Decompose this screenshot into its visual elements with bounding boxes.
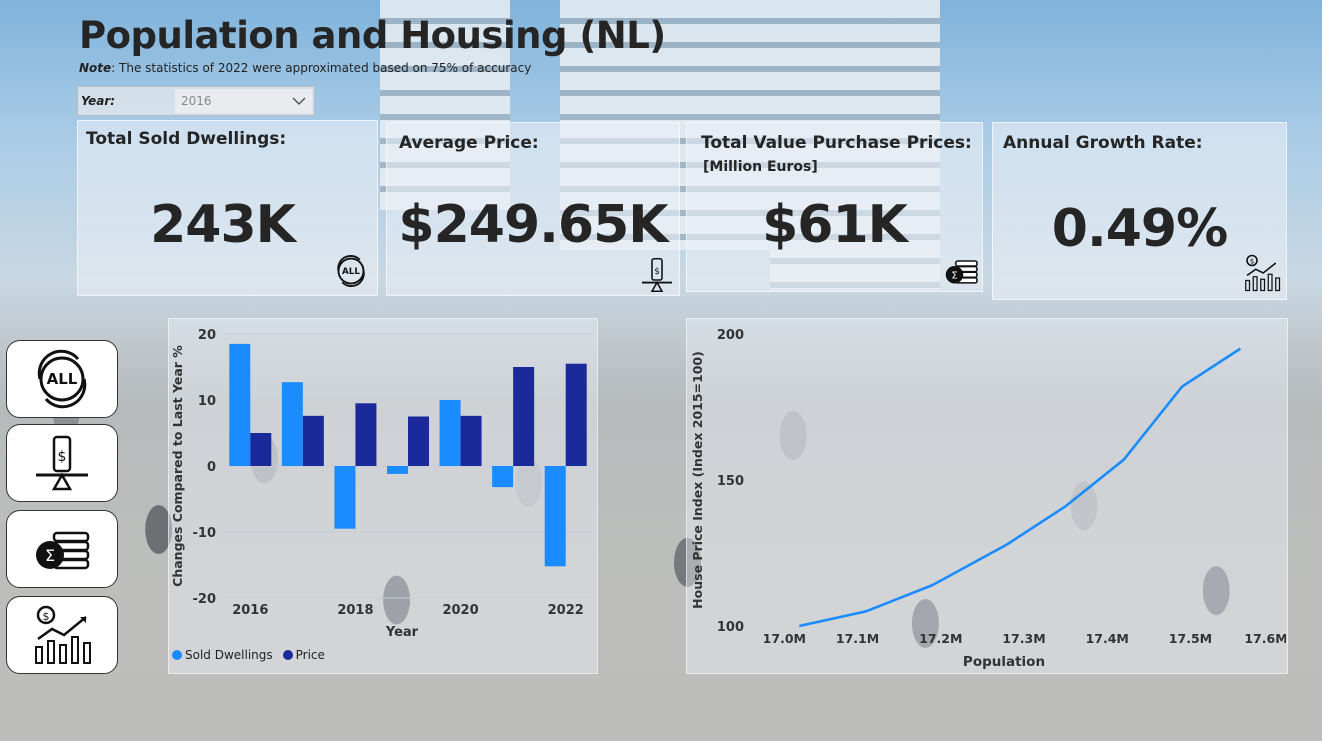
chevron-down-icon: [292, 97, 306, 106]
x-tick-label: 2020: [442, 603, 478, 618]
svg-text:ALL: ALL: [342, 267, 360, 277]
kpi-value: $249.65K: [398, 195, 668, 255]
legend-item-sold: Sold Dwellings: [172, 648, 273, 662]
y-axis-title: Changes Compared to Last Year %: [170, 345, 185, 587]
nav-button-total-value[interactable]: Σ: [6, 510, 118, 588]
svg-text:Σ: Σ: [951, 271, 957, 282]
x-tick-label: 17.2M: [919, 631, 962, 646]
y-axis-title: House Price Index (Index 2015=100): [690, 351, 705, 609]
y-tick-label: -20: [193, 592, 217, 607]
y-tick-label: 20: [198, 328, 216, 343]
bar-sold: [387, 466, 408, 474]
kpi-value: $61K: [762, 195, 908, 255]
svg-text:ALL: ALL: [47, 370, 78, 388]
kpi-card-average-price: Average Price: $249.65K $: [386, 122, 680, 296]
bar-price: [355, 403, 377, 466]
kpi-label: Total Value Purchase Prices:: [701, 133, 972, 153]
x-tick-label: 2022: [548, 603, 584, 618]
page-note: Note: The statistics of 2022 were approx…: [79, 61, 532, 75]
kpi-value: 243K: [150, 195, 296, 255]
all-icon: ALL: [337, 255, 365, 287]
page-title: Population and Housing (NL): [79, 14, 666, 57]
x-tick-label: 17.6M: [1244, 631, 1286, 646]
svg-text:Σ: Σ: [45, 546, 55, 565]
legend-dot-price: [282, 650, 293, 660]
bar-price: [513, 367, 535, 466]
bar-sold: [439, 400, 461, 466]
year-slicer[interactable]: Year: 2016: [77, 86, 315, 116]
bar-sold: [229, 343, 251, 466]
svg-text:$: $: [1250, 258, 1254, 266]
x-tick-label: 2016: [232, 603, 268, 618]
year-dropdown[interactable]: 2016: [175, 89, 312, 113]
y-tick-label: 200: [717, 328, 744, 343]
bar-chart: 20 10 0 -10 -20 2016 2018 2020 2022 Year Changes C…: [170, 328, 592, 640]
kpi-card-total-value: Total Value Purchase Prices: [Million Eu…: [686, 122, 983, 292]
x-tick-label: 17.0M: [763, 631, 806, 646]
x-axis-title: Year: [385, 625, 419, 640]
bar-sold: [334, 466, 356, 529]
x-tick-label: 17.4M: [1086, 631, 1129, 646]
x-axis-title: Population: [963, 654, 1045, 670]
bar-price: [302, 415, 324, 466]
y-tick-label: 10: [198, 394, 216, 409]
legend-dot-sold: [172, 650, 182, 660]
legend-item-price: Price: [282, 648, 325, 662]
svg-text:$: $: [43, 610, 50, 623]
growth-chart-icon: $: [1245, 254, 1281, 292]
sum-coins-icon: Σ: [945, 260, 978, 284]
bar-sold: [281, 382, 303, 466]
svg-text:$: $: [654, 267, 660, 277]
bar-price: [565, 363, 587, 466]
sum-coins-icon: Σ: [36, 531, 90, 570]
x-tick-label: 2018: [337, 603, 373, 618]
kpi-value: 0.49%: [1051, 199, 1228, 259]
kpi-label: Total Sold Dwellings:: [86, 129, 287, 149]
price-scale-icon: $: [36, 435, 88, 491]
bar-sold: [492, 466, 514, 488]
price-scale-icon: $: [642, 257, 672, 293]
year-slicer-label: Year:: [81, 94, 116, 108]
background-crowd: [0, 271, 1322, 741]
y-tick-label: 150: [717, 474, 744, 489]
kpi-card-sold-dwellings: Total Sold Dwellings: 243K ALL: [77, 120, 378, 296]
nav-button-growth[interactable]: $: [6, 596, 118, 674]
bar-chart-legend: Sold Dwellings Price: [172, 648, 325, 662]
bar-price: [250, 433, 272, 466]
kpi-sublabel: [Million Euros]: [703, 159, 818, 175]
y-tick-label: 100: [717, 620, 744, 635]
line-series-hpi: [799, 347, 1242, 628]
x-tick-label: 17.5M: [1169, 631, 1212, 646]
kpi-label: Average Price:: [399, 133, 539, 153]
nav-button-price[interactable]: $: [6, 424, 118, 502]
line-chart: 200 150 100 17.0M 17.1M 17.2M 17.3M 17.4M 17.5M 1…: [690, 328, 1286, 670]
bar-sold: [544, 466, 566, 567]
kpi-label: Annual Growth Rate:: [1003, 133, 1203, 153]
y-tick-label: 0: [207, 460, 216, 475]
y-tick-label: -10: [193, 526, 217, 541]
bar-price: [460, 415, 482, 466]
year-dropdown-value: 2016: [181, 94, 212, 108]
all-icon: ALL: [37, 349, 87, 409]
svg-text:$: $: [58, 449, 67, 465]
x-tick-label: 17.3M: [1002, 631, 1045, 646]
x-tick-label: 17.1M: [836, 631, 879, 646]
nav-button-all[interactable]: ALL: [6, 340, 118, 418]
line-chart-panel: [686, 318, 1288, 674]
kpi-card-growth-rate: Annual Growth Rate: 0.49% $: [992, 122, 1287, 300]
growth-chart-icon: $: [35, 605, 91, 664]
bar-price: [408, 416, 429, 466]
